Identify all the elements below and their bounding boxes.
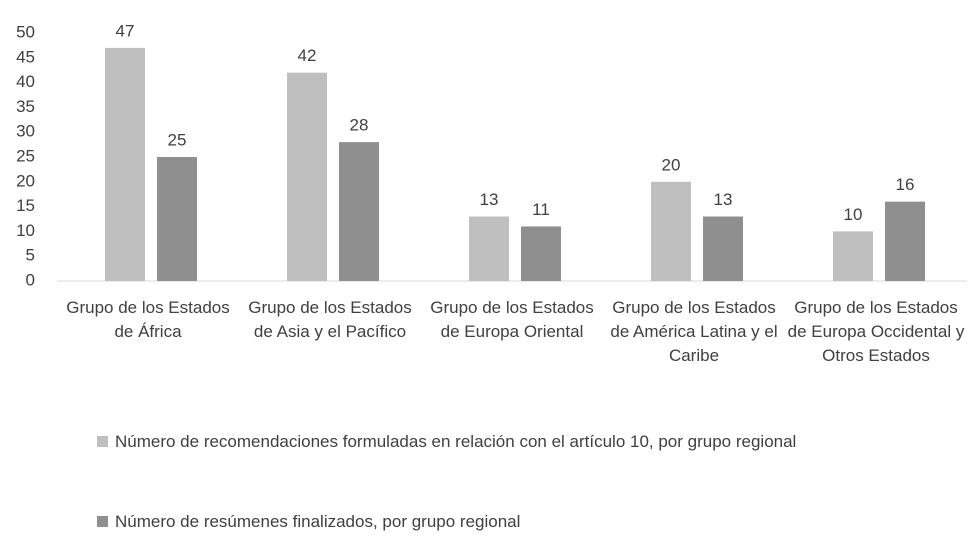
bar [651,181,691,281]
y-tick-label: 10 [16,221,35,240]
bar [105,47,145,281]
bar [469,216,509,281]
data-label: 47 [116,21,135,40]
data-label: 25 [168,130,187,149]
bar [339,142,379,281]
data-label: 13 [714,190,733,209]
x-tick-label: Grupo de los Estados de África [66,298,230,341]
y-tick-label: 50 [16,22,35,41]
y-tick-label: 0 [26,270,35,289]
y-tick-label: 30 [16,122,35,141]
y-tick-label: 35 [16,97,35,116]
y-tick-label: 25 [16,146,35,165]
legend-label: Número de recomendaciones formuladas en … [115,432,797,451]
bar [885,201,925,281]
data-label: 16 [896,175,915,194]
x-tick-label: Grupo de los Estados de Asia y el Pacífi… [248,298,412,341]
legend-swatch [97,516,108,527]
data-label: 10 [844,205,863,224]
data-label: 11 [532,200,550,219]
bar [833,231,873,281]
data-label: 13 [480,190,499,209]
bar [287,72,327,282]
y-tick-label: 15 [16,196,35,215]
legend-entry: Número de resúmenes finalizados, por gru… [97,508,927,535]
bar [157,157,197,281]
y-tick-label: 40 [16,72,35,91]
bar [521,226,561,281]
y-tick-label: 5 [26,246,35,265]
bar [703,216,743,281]
legend-swatch [97,436,108,447]
y-tick-label: 45 [16,47,35,66]
x-tick-label: Grupo de los Estados de Europa Oriental [430,298,594,341]
x-tick-label: Grupo de los Estados de Europa Occidenta… [787,298,965,365]
legend-label: Número de resúmenes finalizados, por gru… [115,512,521,531]
data-label: 20 [662,155,681,174]
data-label: 28 [350,116,369,135]
legend-entry: Número de recomendaciones formuladas en … [97,428,927,455]
y-tick-label: 20 [16,171,35,190]
data-label: 42 [298,46,317,65]
x-tick-label: Grupo de los Estados de América Latina y… [610,298,778,365]
